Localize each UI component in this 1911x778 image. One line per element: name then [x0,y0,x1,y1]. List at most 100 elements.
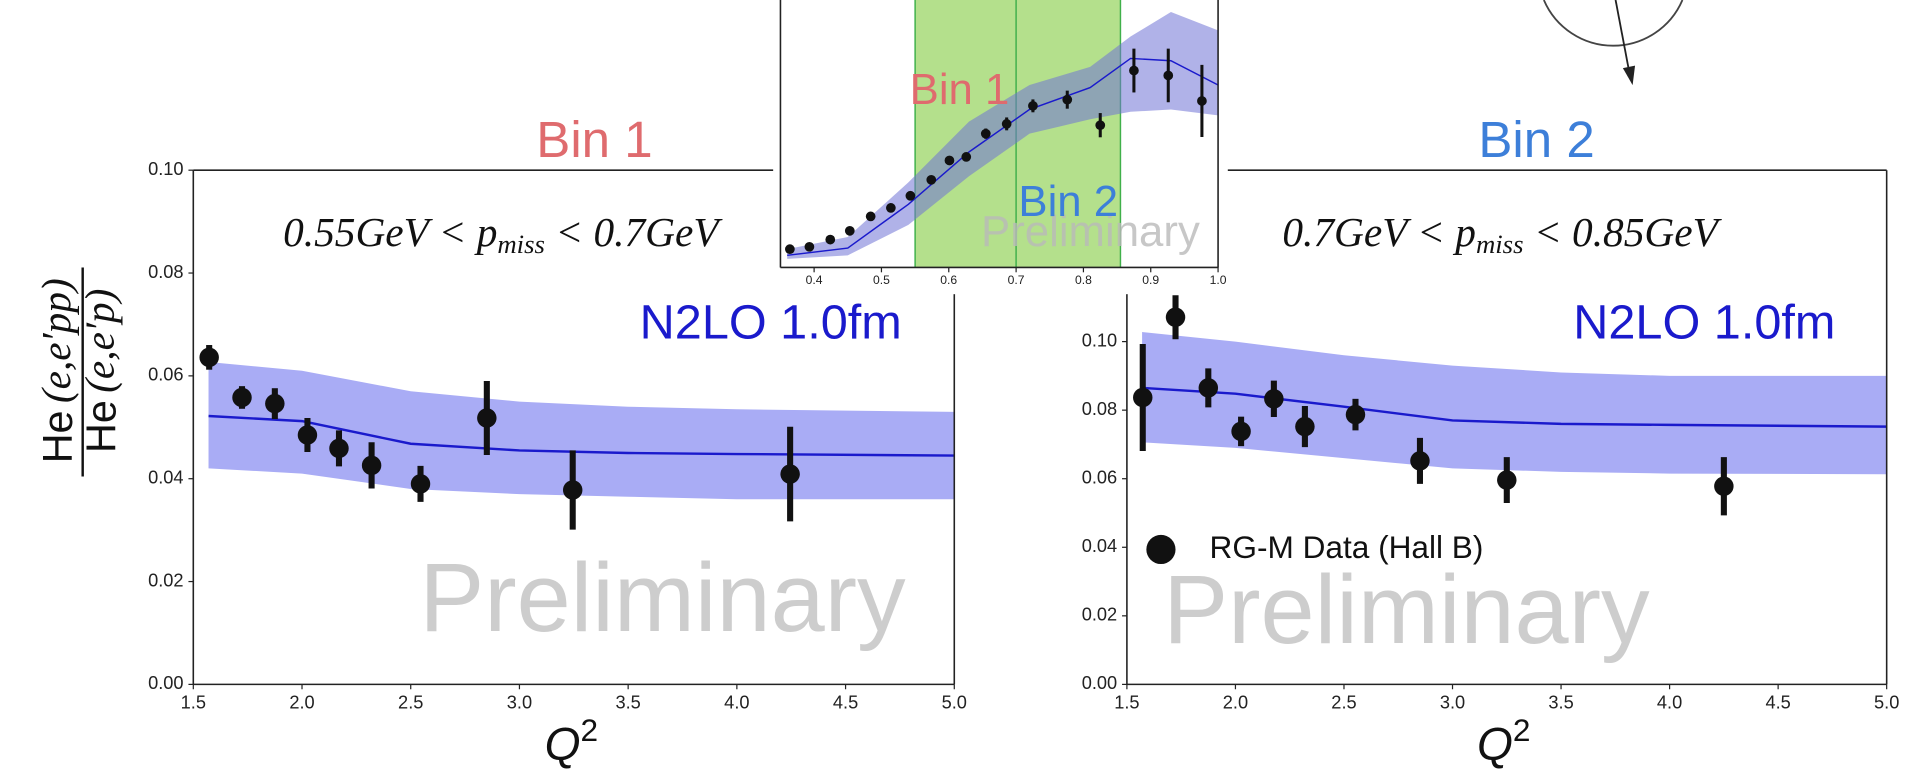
chart-title: Bin 2 [1478,111,1594,168]
x-axis-label: Q2 [545,712,599,769]
data-point [199,347,219,368]
x-tick-label: 0.5 [873,273,890,287]
data-point [477,408,497,428]
data-point [780,464,800,484]
data-point [1231,421,1251,442]
x-label-base: Q [1477,718,1513,770]
y-tick-label: 0.00 [148,672,183,693]
cut-label: 0.7GeV < pmiss < 0.85GeV [1282,210,1722,259]
x-axis-label: Q2 [1477,712,1531,769]
data-point [980,128,991,139]
x-tick-label: 0.8 [1075,273,1092,287]
bin-label: Bin 1 [910,65,1010,114]
data-point [410,474,431,494]
x-tick-label: 0.6 [940,273,957,287]
data-point [961,152,972,162]
x-tick-label: 4.5 [833,692,858,713]
data-point [1197,96,1207,106]
circle-arc [1543,0,1684,47]
y-label-element: He [35,410,81,463]
data-point [844,225,855,236]
x-tick-label: 3.0 [1440,692,1465,713]
y-tick-label: 0.04 [148,467,183,488]
cut-high: < 0.7GeV [545,210,723,256]
watermark: Preliminary [419,543,906,652]
cut-high: < 0.85GeV [1524,210,1723,256]
data-point [1165,307,1186,327]
data-point [1062,94,1073,105]
cut-low: 0.55GeV < [283,210,477,256]
cut-var: p [474,210,498,256]
watermark: Preliminary [981,207,1200,256]
x-label-sup: 2 [581,712,599,748]
x-tick-label: 1.5 [1114,692,1139,713]
y-tick-label: 0.00 [1082,672,1117,693]
theory-line [208,414,955,457]
data-point [1129,65,1139,76]
data-point [785,244,795,255]
y-tick-label: 0.04 [1082,535,1117,556]
y-tick-label: 0.06 [148,364,183,385]
bin-region [1016,0,1121,268]
x-tick-label: 0.4 [806,273,823,287]
x-tick-label: 4.0 [724,692,749,713]
data-point [329,438,349,459]
data-point [1497,470,1517,490]
data-point [926,174,937,185]
x-label-sup: 2 [1513,712,1531,748]
bin1-chart: Preliminary 1.5 2.0 2.5 3.0 3.5 4.0 4.5 5.0 0.00 0… [33,111,967,770]
data-point [865,211,876,222]
legend-marker [1146,534,1176,565]
cut-sub: miss [1476,229,1524,259]
diagram-fragment [1543,0,1684,86]
theory-label: N2LO 1.0fm [640,296,902,350]
y-tick-label: 0.06 [1082,467,1117,488]
x-tick-label: 2.0 [1223,692,1248,713]
data-point [825,234,836,245]
data-point [1028,100,1038,111]
data-point [265,393,285,414]
data-point [1714,476,1734,496]
y-label-reaction: (e,e′pp) [33,278,80,403]
data-point [944,155,955,166]
y-label-reaction: (e,e′p) [77,289,124,393]
y-tick-label: 0.10 [148,158,183,179]
data-point [1095,120,1106,131]
data-point [1295,416,1315,437]
x-tick-label: 1.0 [1210,273,1227,287]
y-tick-label: 0.02 [1082,604,1117,625]
x-tick-label: 0.9 [1142,273,1159,287]
data-point [886,203,896,213]
x-tick-label: 5.0 [1874,692,1899,713]
data-point [361,455,382,476]
data-point [562,480,583,500]
theory-line [787,57,1219,257]
legend-label: RG-M Data (Hall B) [1210,529,1484,565]
data-point [297,425,318,445]
x-tick-label: 3.0 [507,692,532,713]
y-tick-label: 0.08 [148,261,183,282]
data-point [1163,70,1174,81]
data-point [232,387,252,408]
data-point [905,190,916,201]
cut-label: 0.55GeV < pmiss < 0.7GeV [283,210,723,259]
bin-label: Bin 2 [1018,177,1118,226]
data-point [1264,389,1284,409]
x-label-base: Q [545,718,581,770]
cut-var: p [1452,210,1476,256]
theory-label: N2LO 1.0fm [1573,296,1835,350]
theory-band [1142,331,1887,475]
data-point [1198,378,1219,398]
arrow-shaft [1614,0,1630,71]
arrow-head [1622,65,1636,86]
theory-band [208,361,955,500]
x-tick-label: 0.7 [1008,273,1025,287]
x-tick-label: 3.5 [615,692,640,713]
x-tick-label: 1.5 [181,692,206,713]
data-point [804,241,815,252]
y-tick-label: 0.02 [148,569,183,590]
theory-line [1142,386,1887,428]
x-tick-label: 2.0 [289,692,314,713]
inset-chart: Preliminary 0.4 0.5 0.6 0.7 0.8 0.9 1.0 Bin 1 Bin… [773,0,1228,295]
